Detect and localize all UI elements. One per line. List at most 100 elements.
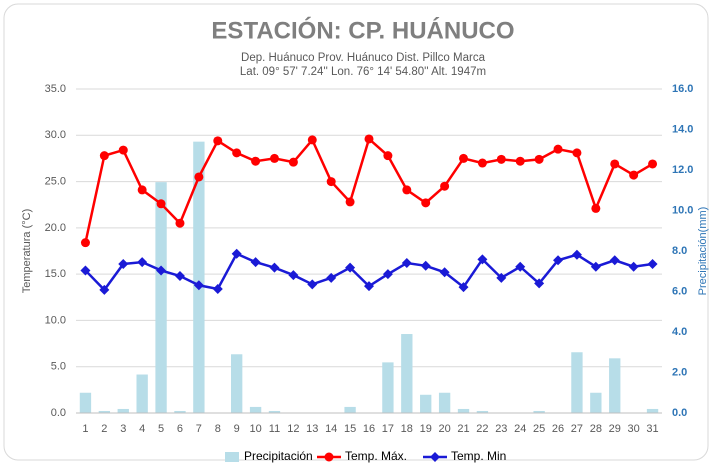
bar: [609, 358, 621, 413]
bar: [249, 406, 262, 413]
x-tick-label: 16: [363, 423, 375, 435]
x-tick-label: 19: [420, 423, 432, 435]
point: [591, 203, 601, 213]
x-tick-label: 23: [495, 423, 507, 435]
x-tick-label: 21: [457, 423, 469, 435]
legend-label: Temp. Min: [451, 449, 506, 463]
point: [99, 151, 109, 161]
point: [571, 249, 582, 260]
x-tick-label: 22: [476, 423, 488, 435]
point: [288, 270, 299, 281]
point: [307, 135, 317, 145]
x-tick-label: 1: [82, 423, 88, 435]
point: [118, 145, 128, 155]
x-tick-label: 24: [514, 423, 526, 435]
point: [610, 159, 620, 169]
y2-tick-label: 10.0: [672, 204, 693, 216]
point: [156, 265, 167, 276]
bar: [571, 352, 583, 413]
point: [515, 156, 525, 166]
point: [232, 148, 242, 158]
point: [251, 156, 261, 166]
bar: [646, 408, 659, 413]
x-tick-label: 8: [215, 423, 221, 435]
point: [609, 255, 620, 266]
legend-swatch: [225, 452, 239, 462]
y-tick-label: 0.0: [51, 407, 66, 419]
y2-tick-label: 2.0: [672, 366, 687, 378]
bar: [344, 406, 356, 413]
bar: [268, 410, 281, 413]
x-tick-label: 27: [571, 423, 583, 435]
x-tick-label: 7: [196, 423, 202, 435]
point: [194, 172, 204, 182]
point: [420, 260, 431, 271]
point: [496, 154, 506, 164]
bar: [231, 354, 243, 413]
point: [345, 197, 355, 207]
x-tick-label: 5: [158, 423, 164, 435]
y-tick-label: 10.0: [45, 314, 66, 326]
y2-tick-label: 8.0: [672, 245, 687, 257]
x-tick-label: 25: [533, 423, 545, 435]
bar: [193, 141, 205, 413]
point: [174, 270, 185, 281]
x-tick-label: 3: [120, 423, 126, 435]
x-tick-label: 4: [139, 423, 145, 435]
subtitle: Dep. Huánuco Prov. Huánuco Dist. Pillco …: [241, 52, 486, 64]
point: [326, 177, 336, 187]
x-tick-label: 29: [609, 423, 621, 435]
point: [250, 257, 261, 268]
bar: [155, 182, 167, 413]
point: [213, 136, 223, 146]
y2-tick-label: 0.0: [672, 407, 687, 419]
chart-title: ESTACIÓN: CP. HUÁNUCO: [211, 16, 514, 44]
y2-axis-label: Precipitación(mm): [697, 207, 709, 296]
point: [553, 144, 563, 154]
x-tick-label: 11: [269, 423, 280, 435]
point: [648, 159, 658, 169]
legend-swatch: [430, 452, 440, 462]
bar: [382, 362, 394, 413]
point: [534, 154, 544, 164]
x-tick-label: 6: [177, 423, 183, 435]
y-tick-label: 20.0: [45, 222, 66, 234]
bar: [79, 392, 92, 413]
y2-tick-label: 12.0: [672, 164, 693, 176]
y-tick-label: 5.0: [51, 361, 66, 373]
x-tick-label: 9: [234, 423, 240, 435]
subtitle: Lat. 09° 57' 7.24'' Lon. 76° 14' 54.80''…: [240, 66, 486, 78]
x-tick-label: 30: [628, 423, 640, 435]
x-tick-label: 28: [590, 423, 602, 435]
point: [440, 181, 450, 191]
x-tick-label: 14: [325, 423, 337, 435]
point: [288, 157, 298, 167]
bar: [457, 408, 470, 413]
bar: [438, 392, 451, 413]
point: [496, 272, 507, 283]
x-tick-label: 18: [401, 423, 413, 435]
x-tick-label: 12: [287, 423, 299, 435]
point: [269, 153, 279, 163]
bar: [420, 394, 432, 413]
x-tick-label: 26: [552, 423, 564, 435]
point: [156, 199, 166, 209]
bar: [136, 374, 148, 413]
x-tick-label: 31: [646, 423, 658, 435]
point: [477, 158, 487, 168]
point: [459, 153, 469, 163]
point: [80, 265, 91, 276]
y2-tick-label: 4.0: [672, 326, 687, 338]
point: [383, 151, 393, 161]
y-axis-label: Temperatura (°C): [21, 209, 33, 293]
x-tick-label: 15: [344, 423, 356, 435]
point: [118, 258, 129, 269]
point: [80, 238, 90, 248]
point: [629, 170, 639, 180]
point: [458, 282, 469, 293]
point: [553, 255, 564, 266]
point: [364, 281, 374, 292]
point: [628, 261, 639, 272]
bar: [590, 392, 602, 413]
